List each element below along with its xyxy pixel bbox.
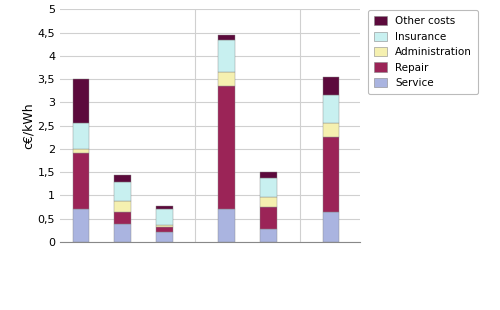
Bar: [322, 95, 339, 123]
Bar: [114, 175, 131, 182]
Bar: [72, 123, 89, 149]
Bar: [72, 79, 89, 123]
Bar: [322, 77, 339, 95]
Bar: [260, 229, 276, 242]
Bar: [156, 232, 172, 242]
Bar: [260, 178, 276, 197]
Bar: [156, 224, 172, 227]
Legend: Other costs, Insurance, Administration, Repair, Service: Other costs, Insurance, Administration, …: [368, 10, 478, 94]
Bar: [114, 201, 131, 212]
Bar: [156, 206, 172, 209]
Bar: [72, 209, 89, 242]
Bar: [322, 212, 339, 242]
Bar: [322, 123, 339, 137]
Bar: [72, 153, 89, 209]
Bar: [260, 207, 276, 229]
Bar: [114, 211, 131, 224]
Bar: [218, 72, 235, 86]
Bar: [114, 224, 131, 242]
Bar: [322, 137, 339, 212]
Bar: [218, 209, 235, 242]
Bar: [218, 86, 235, 209]
Bar: [260, 197, 276, 207]
Bar: [156, 227, 172, 232]
Bar: [72, 149, 89, 153]
Y-axis label: c€/kWh: c€/kWh: [22, 102, 35, 149]
Bar: [218, 40, 235, 72]
Bar: [218, 35, 235, 40]
Bar: [260, 172, 276, 178]
Bar: [156, 209, 172, 224]
Bar: [114, 182, 131, 201]
